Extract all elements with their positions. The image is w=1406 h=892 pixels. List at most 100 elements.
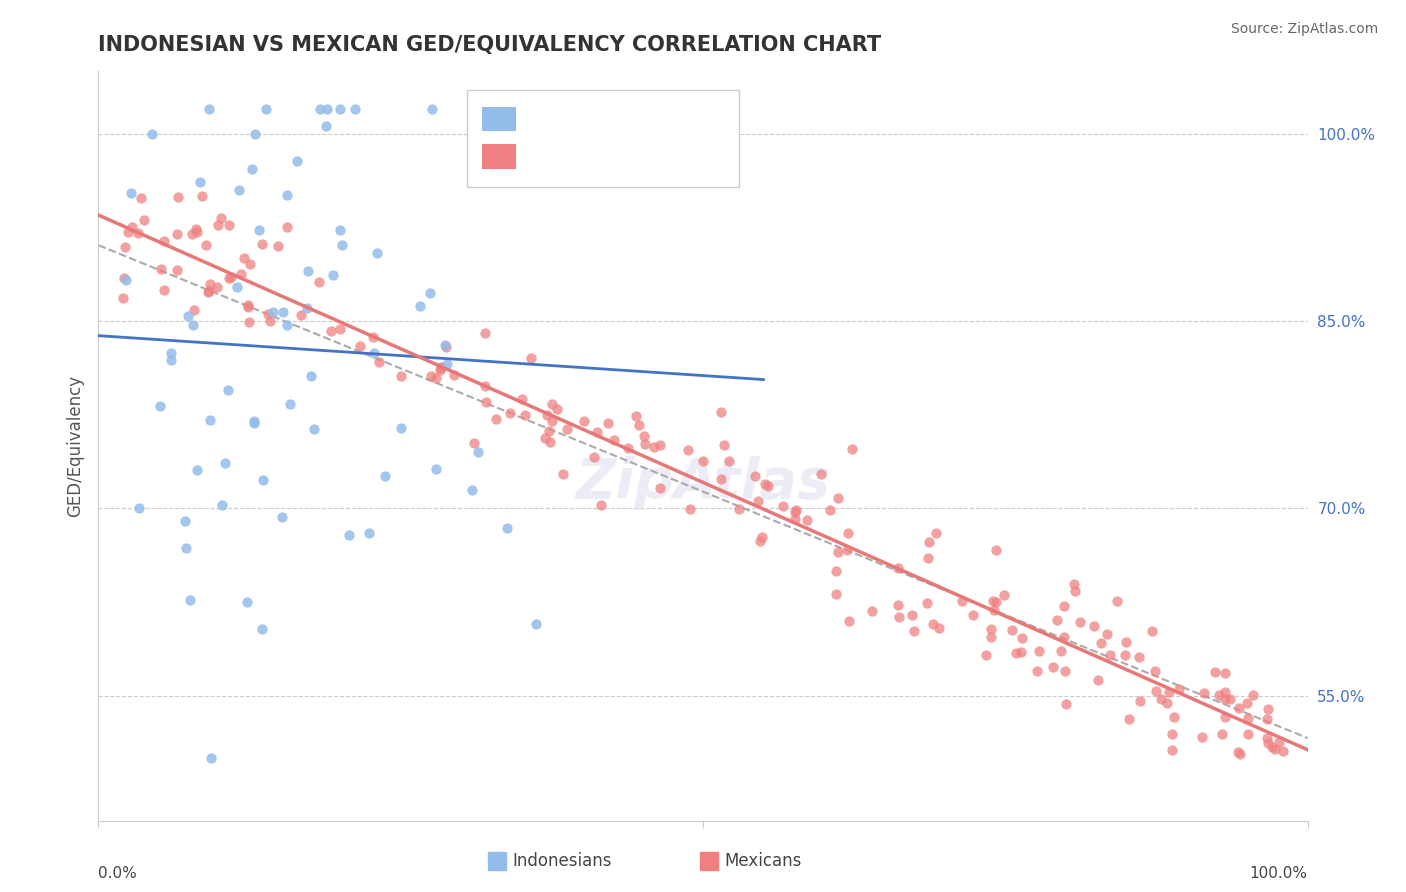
Point [200,751,222,765]
Point [127,227,149,241]
Point [1237,727,1260,741]
Point [1001,623,1024,637]
Point [1204,665,1226,679]
Point [810,467,832,481]
Point [1050,643,1073,657]
Point [1095,627,1118,641]
Point [207,280,229,294]
Point [183,318,205,333]
Point [1083,619,1105,633]
Point [974,648,997,662]
Point [262,304,284,318]
FancyBboxPatch shape [482,144,516,169]
Point [389,369,412,384]
Point [276,187,298,202]
Point [367,355,389,369]
Point [1272,744,1295,758]
Point [1028,644,1050,658]
Point [921,617,943,632]
Point [141,128,163,142]
Point [586,425,609,439]
Point [889,609,911,624]
Point [186,225,208,239]
Point [128,501,150,516]
Point [420,102,443,116]
Y-axis label: GED/Equivalency: GED/Equivalency [66,375,84,517]
Point [536,408,558,422]
Point [134,213,156,227]
Point [747,494,769,508]
Point [496,521,519,535]
Point [254,102,277,116]
Text: Source: ZipAtlas.com: Source: ZipAtlas.com [1230,22,1378,37]
Point [1005,646,1028,660]
Point [256,307,278,321]
Point [252,473,274,487]
Point [467,445,489,459]
Point [1118,712,1140,726]
Point [678,443,700,458]
Point [749,533,772,548]
Point [1261,739,1284,754]
Point [710,405,733,419]
Point [186,463,208,477]
Point [1115,635,1137,649]
Point [710,472,733,486]
Point [177,309,200,323]
Point [758,479,780,493]
Point [239,257,262,271]
Point [226,280,249,294]
Point [1268,735,1291,749]
Point [918,535,941,549]
Text: Indonesians: Indonesians [512,852,612,870]
Point [1098,648,1121,662]
Point [540,414,562,428]
Point [1161,743,1184,757]
Point [986,543,1008,558]
Point [232,252,254,266]
Point [1237,711,1260,725]
Point [838,615,860,629]
Point [198,412,221,426]
Point [1257,702,1279,716]
Point [783,505,806,519]
Point [1256,731,1278,746]
Point [1140,624,1163,638]
Point [420,368,443,383]
Point [207,218,229,232]
Point [309,102,332,116]
Point [1025,664,1047,678]
Point [510,392,533,406]
Point [1150,692,1173,706]
Point [887,598,910,612]
Point [887,560,910,574]
Point [754,477,776,491]
Point [824,564,846,578]
Point [546,401,568,416]
Text: 0.0%: 0.0% [98,865,138,880]
Point [824,587,846,601]
Point [419,286,441,301]
Point [391,421,413,435]
Point [744,468,766,483]
Text: Mexicans: Mexicans [724,852,801,870]
Point [429,363,451,377]
Point [713,437,735,451]
Point [1226,745,1249,759]
Point [228,183,250,197]
Point [718,453,741,467]
Point [114,240,136,254]
Point [1208,688,1230,702]
Point [1053,664,1076,678]
Point [243,414,266,428]
Point [915,596,938,610]
Point [434,338,457,352]
Point [903,624,925,639]
Point [250,623,273,637]
Point [425,371,447,385]
Point [247,223,270,237]
Point [925,526,948,541]
Point [217,383,239,397]
Point [276,219,298,234]
Point [827,491,849,505]
